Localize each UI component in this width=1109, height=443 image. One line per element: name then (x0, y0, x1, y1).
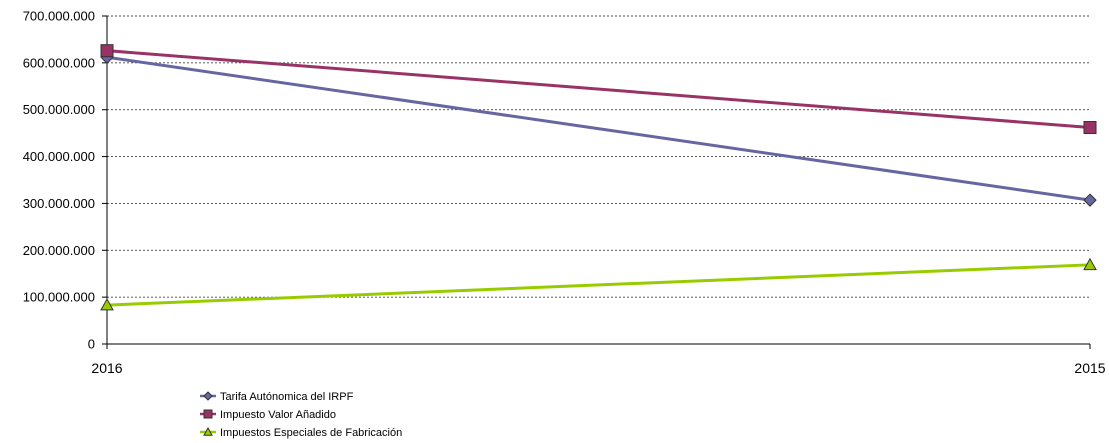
y-tick-label: 400.000.000 (23, 149, 95, 164)
data-point (1083, 257, 1097, 271)
legend-marker (203, 426, 213, 436)
y-tick-labels: 0 100.000.000 200.000.000 300.000.000 400.00… (23, 9, 95, 352)
y-tick-label: 600.000.000 (23, 55, 95, 70)
data-point (100, 298, 114, 311)
series-line (106, 49, 1091, 130)
x-tick-label: 2015 (1074, 360, 1105, 376)
y-tick-label: 200.000.000 (23, 243, 95, 258)
legend: Tarifa Autónomica del IRPF Impuesto Valor… (200, 391, 402, 439)
y-tick-label: 300.000.000 (23, 196, 95, 211)
series-group (100, 44, 1097, 311)
y-tick-label: 100.000.000 (23, 290, 95, 305)
legend-marker (203, 409, 213, 419)
x-tick-label: 2016 (91, 360, 122, 376)
series-line (106, 55, 1091, 202)
legend-label: Impuesto Valor Añadido (220, 409, 336, 421)
y-tick-label: 0 (88, 337, 95, 352)
legend-marker (203, 391, 213, 401)
x-tick-labels: 2016 2015 (91, 360, 1105, 376)
legend-label: Impuestos Especiales de Fabricación (220, 427, 402, 439)
y-tick-label: 500.000.000 (23, 102, 95, 117)
series-line (106, 263, 1091, 307)
data-point (1083, 193, 1097, 207)
legend-label: Tarifa Autónomica del IRPF (220, 391, 354, 403)
data-point (1083, 121, 1097, 135)
gridlines (107, 15, 1090, 298)
axes (102, 15, 1091, 349)
data-point (100, 44, 114, 58)
y-tick-label: 700.000.000 (23, 9, 95, 24)
